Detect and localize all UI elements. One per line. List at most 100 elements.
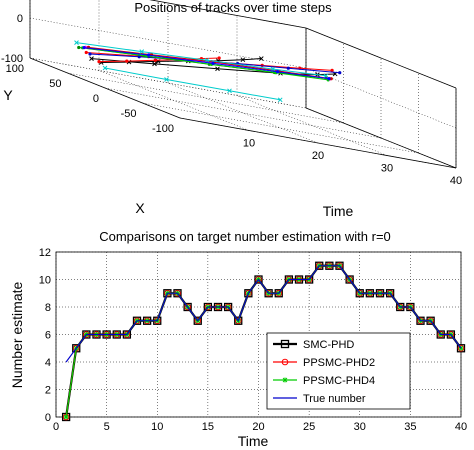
bottom-y-tick-label: 8 (45, 302, 51, 314)
track-point (258, 56, 264, 61)
top-x-tick-label: 50 (49, 78, 61, 90)
number-estimate-chart: Comparisons on target number estimation … (9, 229, 467, 449)
bottom-chart-ticks: 0 5 10 15 20 25 30 35 40 0 2 4 6 8 10 12 (39, 247, 467, 433)
legend-entry: PPSMC-PHD4 (273, 375, 375, 387)
track-point (327, 77, 331, 81)
bottom-chart-series (61, 261, 466, 422)
series-marker (457, 344, 465, 352)
track-point (77, 45, 81, 50)
series-marker (194, 317, 202, 325)
bottom-yaxis-label: Number estimate (9, 281, 25, 388)
track-point (329, 77, 333, 81)
bottom-x-tick-label: 5 (104, 421, 110, 433)
top-time-tick-label: 40 (450, 175, 462, 187)
series-marker (456, 344, 466, 353)
track-line (91, 58, 336, 76)
track-line (83, 47, 330, 80)
track-point (211, 61, 215, 65)
track-point (286, 66, 290, 70)
series-marker (183, 302, 192, 312)
top-chart-title: Positions of tracks over time steps (134, 0, 332, 15)
top-y-tick-label: 0 (17, 13, 23, 25)
track-line (76, 42, 327, 77)
track-point (277, 97, 283, 103)
track-point (217, 56, 221, 60)
top-time-tick-label: 10 (243, 138, 255, 150)
top-chart-tracks (74, 40, 342, 103)
track-point (204, 57, 210, 63)
track-point (82, 46, 86, 50)
series-marker (234, 317, 242, 325)
series-marker (346, 276, 353, 283)
legend-entry: PPSMC-PHD2 (273, 357, 375, 369)
top-xaxis-label: X (135, 200, 145, 216)
legend-label: PPSMC-PHD4 (303, 375, 375, 387)
bottom-x-tick-label: 30 (354, 421, 366, 433)
track-point (215, 66, 220, 72)
track-point (270, 66, 276, 72)
series-marker (234, 316, 243, 325)
series-marker (254, 275, 263, 284)
legend-label: SMC-PHD (303, 339, 354, 351)
track-line (104, 67, 281, 101)
track-point (137, 55, 141, 59)
track-point (139, 49, 145, 54)
bottom-y-tick-label: 0 (45, 412, 51, 424)
bottom-x-tick-label: 10 (151, 421, 163, 433)
track-point (153, 58, 157, 62)
track-point (152, 61, 157, 67)
track-point (125, 59, 129, 63)
bottom-plot-frame (55, 251, 462, 418)
track-point (338, 71, 342, 75)
series-line-3 (65, 265, 462, 363)
legend-entry: SMC-PHD (273, 339, 354, 351)
track-positions-chart: Positions of tracks over time steps 10 0 5… (1, 0, 462, 219)
series-marker (255, 276, 262, 283)
bottom-y-tick-label: 10 (39, 275, 51, 287)
track-point (164, 77, 169, 82)
top-time-tick-label: 30 (381, 163, 393, 175)
series-marker (184, 303, 191, 311)
series-marker (282, 377, 288, 383)
bottom-x-tick-label: 35 (404, 421, 416, 433)
track-point (275, 70, 280, 74)
series-marker (244, 289, 253, 298)
series-marker (245, 289, 252, 297)
track-point (330, 68, 334, 72)
track-point (97, 60, 101, 64)
top-chart-grid (29, 0, 457, 169)
top-time-tick-label: 20 (312, 150, 324, 162)
bottom-y-tick-label: 6 (45, 330, 51, 342)
legend-entry: True number (273, 393, 366, 405)
top-x-tick-label: 0 (93, 93, 99, 105)
series-marker (281, 358, 289, 366)
top-time-axis-label: Time (323, 203, 354, 219)
track-line (82, 47, 329, 81)
series-marker (280, 339, 290, 349)
legend-box (266, 332, 411, 410)
track-point (102, 65, 108, 71)
series-marker (345, 275, 354, 284)
legend-label: PPSMC-PHD2 (303, 357, 375, 369)
bottom-x-tick-label: 20 (252, 421, 264, 433)
track-point (74, 40, 79, 45)
bottom-y-tick-label: 12 (39, 247, 51, 259)
track-point (84, 50, 88, 55)
track-point (227, 88, 232, 94)
track-line (98, 57, 220, 63)
bottom-x-tick-label: 0 (53, 421, 59, 433)
legend-label: True number (303, 393, 366, 405)
top-x-tick-label: -100 (152, 123, 174, 135)
top-zaxis-label: Y (3, 87, 13, 103)
bottom-y-tick-label: 4 (45, 357, 51, 369)
bottom-x-tick-label: 15 (202, 421, 214, 433)
bottom-chart-legend: SMC-PHD PPSMC-PHD2 PPSMC-PHD4 True number (266, 332, 411, 410)
bottom-x-tick-label: 40 (455, 421, 467, 433)
top-y-tick-label: -100 (1, 53, 23, 65)
bottom-xaxis-label: Time (238, 433, 269, 449)
track-point (323, 73, 329, 79)
top-x-tick-label: -50 (121, 108, 137, 120)
track-point (89, 56, 94, 61)
